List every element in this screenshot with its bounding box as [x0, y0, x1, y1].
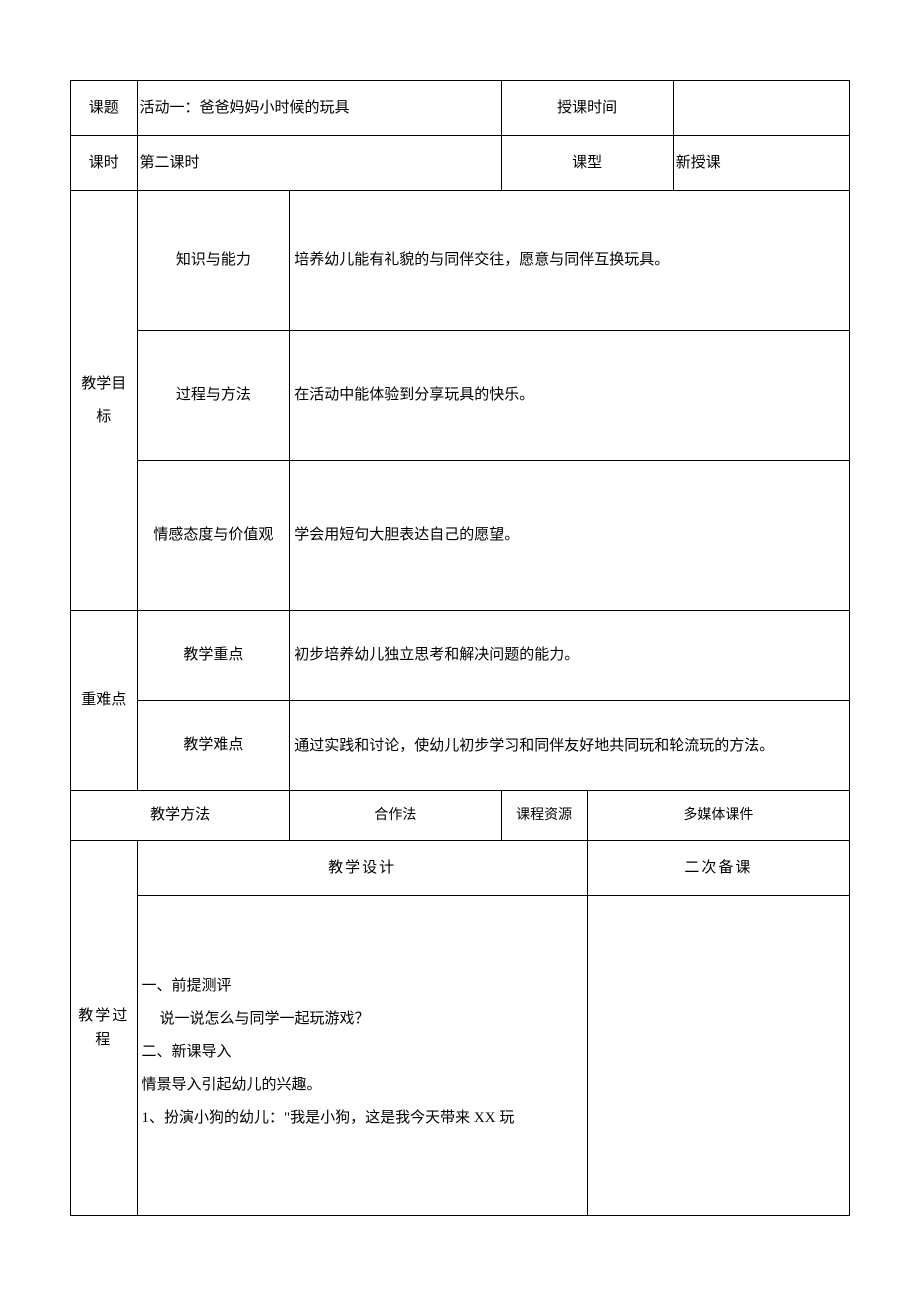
value-period: 第二课时 — [137, 136, 501, 191]
label-resource: 课程资源 — [501, 791, 587, 841]
process-line-3: 二、新课导入 — [142, 1039, 583, 1066]
value-method: 合作法 — [290, 791, 501, 841]
label-design: 教学设计 — [137, 841, 587, 896]
process-line-2: 说一说怎么与同学一起玩游戏？ — [142, 1006, 583, 1033]
label-teach-process: 教学过程 — [71, 841, 138, 1216]
value-knowledge: 培养幼儿能有礼貌的与同伴交往，愿意与同伴互换玩具。 — [290, 191, 850, 331]
label-secondary: 二次备课 — [587, 841, 849, 896]
process-content: 一、前提测评 说一说怎么与同学一起玩游戏？ 二、新课导入 情景导入引起幼儿的兴趣… — [137, 896, 587, 1216]
label-method: 教学方法 — [71, 791, 290, 841]
value-key: 初步培养幼儿独立思考和解决问题的能力。 — [290, 611, 850, 701]
value-resource: 多媒体课件 — [587, 791, 849, 841]
label-objectives: 教学目标 — [71, 191, 138, 611]
label-period: 课时 — [71, 136, 138, 191]
process-line-1: 一、前提测评 — [142, 973, 583, 1000]
value-topic: 活动一：爸爸妈妈小时候的玩具 — [137, 81, 501, 136]
value-attitude: 学会用短句大胆表达自己的愿望。 — [290, 461, 850, 611]
label-attitude: 情感态度与价值观 — [137, 461, 290, 611]
label-process-method: 过程与方法 — [137, 331, 290, 461]
label-knowledge: 知识与能力 — [137, 191, 290, 331]
value-teach-time — [673, 81, 849, 136]
label-key-points: 重难点 — [71, 611, 138, 791]
process-line-5: 1、扮演小狗的幼儿："我是小狗，这是我今天带来 XX 玩 — [142, 1105, 583, 1132]
label-topic: 课题 — [71, 81, 138, 136]
label-key: 教学重点 — [137, 611, 290, 701]
label-difficulty: 教学难点 — [137, 701, 290, 791]
secondary-content — [587, 896, 849, 1216]
label-teach-time: 授课时间 — [501, 81, 673, 136]
process-line-4: 情景导入引起幼儿的兴趣。 — [142, 1072, 583, 1099]
value-class-type: 新授课 — [673, 136, 849, 191]
label-class-type: 课型 — [501, 136, 673, 191]
value-process-method: 在活动中能体验到分享玩具的快乐。 — [290, 331, 850, 461]
lesson-plan-table: 课题 活动一：爸爸妈妈小时候的玩具 授课时间 课时 第二课时 课型 新授课 教学… — [70, 80, 850, 1216]
value-difficulty: 通过实践和讨论，使幼儿初步学习和同伴友好地共同玩和轮流玩的方法。 — [290, 701, 850, 791]
